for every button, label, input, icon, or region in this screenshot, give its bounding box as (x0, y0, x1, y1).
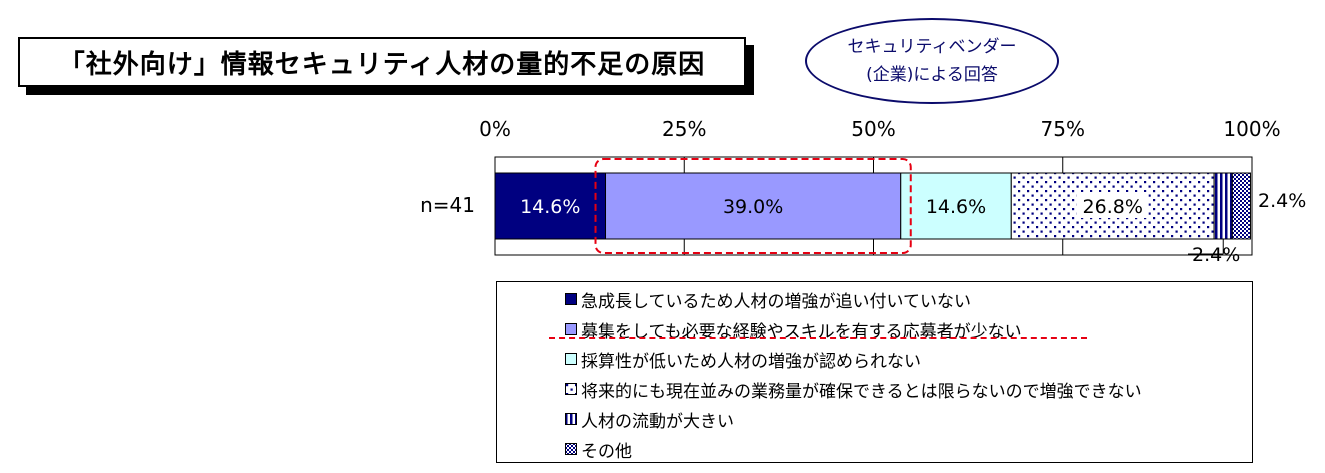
data-label-bg (1076, 192, 1149, 218)
x-tick-label: 75% (1041, 117, 1085, 141)
legend-swatch (565, 353, 577, 365)
legend-label: その他 (581, 441, 632, 462)
respondent-line-1: セキュリティベンダー (847, 37, 1017, 57)
legend-item: 採算性が低いため人材の増強が認められない (565, 345, 921, 373)
legend-swatch-fill (565, 443, 577, 455)
legend-swatch-fill (565, 293, 577, 305)
legend-label: 人材の流動が大きい (581, 411, 734, 432)
legend-swatch-fill (565, 383, 577, 395)
legend-swatch (565, 413, 577, 425)
data-label: 14.6% (926, 196, 986, 218)
bar-segment (1213, 172, 1233, 240)
legend-swatch-fill (565, 353, 577, 365)
bar-segment (900, 172, 1012, 240)
highlight-box (594, 158, 912, 254)
legend-item: 人材の流動が大きい (565, 405, 734, 433)
legend-item: 募集をしても必要な経験やスキルを有する応募者が少ない (565, 315, 1022, 343)
data-label: 26.8% (1083, 196, 1143, 218)
respondent-oval: セキュリティベンダー (企業)による回答 (805, 18, 1059, 104)
x-tick-label: 50% (851, 117, 895, 141)
bar-segment (605, 172, 902, 240)
category-label: n=41 (420, 193, 475, 217)
legend-item: その他 (565, 435, 632, 463)
legend-swatch-fill (565, 413, 577, 425)
legend-swatch (565, 323, 577, 335)
respondent-line-2: (企業)による回答 (866, 65, 998, 85)
data-label: 14.6% (520, 196, 580, 218)
bar-layer (494, 172, 1251, 240)
bar-segment (494, 172, 607, 240)
legend-label: 将来的にも現在並みの業務量が確保できるとは限らないので増強できない (581, 381, 1142, 402)
data-label: 39.0% (723, 196, 783, 218)
data-label: 2.4% (1258, 190, 1306, 212)
legend-swatch (565, 383, 577, 395)
legend-swatch (565, 443, 577, 455)
legend-highlight-underline (549, 337, 1087, 339)
legend-label: 募集をしても必要な経験やスキルを有する応募者が少ない (581, 321, 1022, 342)
legend-label: 採算性が低いため人材の増強が認められない (581, 351, 921, 372)
legend-item: 急成長しているため人材の増強が追い付いていない (565, 285, 971, 313)
legend-swatch (565, 293, 577, 305)
legend: 急成長しているため人材の増強が追い付いていない募集をしても必要な経験やスキルを有… (496, 281, 1253, 463)
bar-segment (1231, 172, 1251, 240)
x-tick-label: 25% (662, 117, 706, 141)
chart-title: 「社外向け」情報セキュリティ人材の量的不足の原因 (18, 37, 746, 87)
data-label: 2.4% (1192, 244, 1240, 266)
x-tick-label: 100% (1223, 117, 1280, 141)
stacked-bar-chart: 0% 25% 50% 75% 100% n=41 14.6% 39.0% 14.6% 26.8% 2… (420, 117, 1306, 266)
legend-item: 将来的にも現在並みの業務量が確保できるとは限らないので増強できない (565, 375, 1142, 403)
x-tick-label: 0% (479, 117, 511, 141)
label-layer: 0% 25% 50% 75% 100% n=41 14.6% 39.0% 14.6% 26.8% 2… (420, 117, 1306, 266)
legend-label: 急成長しているため人材の増強が追い付いていない (581, 291, 971, 312)
legend-swatch-fill (565, 323, 577, 335)
